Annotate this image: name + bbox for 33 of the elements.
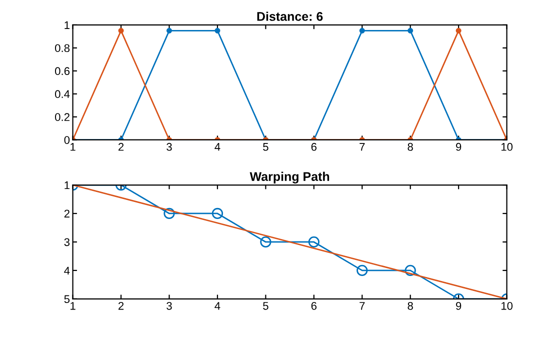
y-tick-label: 0.6 xyxy=(55,67,70,76)
x-tick-label: 2 xyxy=(118,142,124,151)
x-tick-label: 4 xyxy=(214,302,220,310)
x-tick-label: 9 xyxy=(456,302,462,310)
chart-title: Warping Path xyxy=(250,172,330,184)
x-tick-label: 2 xyxy=(118,302,124,310)
y-tick-label: 3 xyxy=(64,238,70,246)
x-tick-label: 8 xyxy=(408,302,413,310)
y-tick-label: 1 xyxy=(64,181,70,190)
chart-title: Distance: 6 xyxy=(257,12,323,21)
x-tick-label: 6 xyxy=(311,302,317,310)
x-tick-label: 5 xyxy=(263,302,268,310)
x-tick-label: 9 xyxy=(456,142,462,151)
y-tick-label: 0 xyxy=(64,136,70,144)
x-tick-label: 5 xyxy=(263,143,268,151)
y-tick-label: 0.2 xyxy=(55,113,70,122)
y-tick-label: 4 xyxy=(64,266,70,274)
x-tick-label: 3 xyxy=(166,302,172,310)
x-tick-label: 7 xyxy=(360,302,365,310)
y-tick-label: 0.8 xyxy=(55,44,70,52)
y-tick-label: 1 xyxy=(64,21,70,29)
y-tick-label: 5 xyxy=(64,295,70,304)
x-tick-label: 7 xyxy=(360,143,365,151)
y-tick-label: 0.4 xyxy=(55,90,70,98)
x-tick-label: 10 xyxy=(501,142,513,151)
x-tick-label: 6 xyxy=(311,142,317,151)
x-tick-label: 3 xyxy=(166,142,172,151)
x-tick-label: 1 xyxy=(70,143,76,151)
y-tick-label: 2 xyxy=(64,210,70,218)
x-tick-label: 4 xyxy=(214,143,220,151)
x-tick-label: 8 xyxy=(408,142,413,151)
x-tick-label: 10 xyxy=(501,302,513,310)
x-tick-label: 1 xyxy=(70,302,76,310)
